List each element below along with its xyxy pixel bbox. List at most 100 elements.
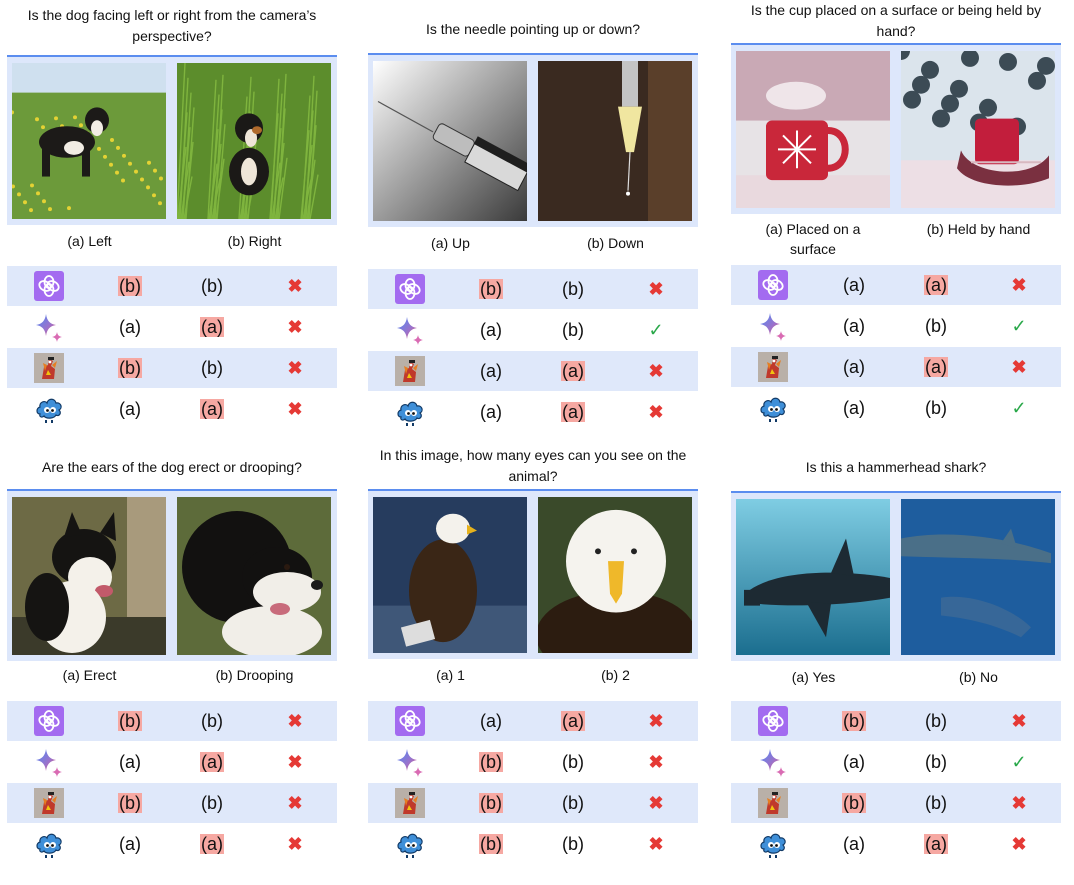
wrong-answer-highlight: (b) bbox=[479, 834, 503, 854]
model-result-row: (b) (b) ✖ bbox=[368, 824, 698, 864]
cloud-logo-icon bbox=[758, 393, 788, 423]
answer-image-b: (a) bbox=[548, 392, 598, 432]
gemini-logo-icon bbox=[34, 312, 64, 342]
llava-logo-icon bbox=[758, 788, 788, 818]
wrong-answer-highlight: (b) bbox=[118, 793, 142, 813]
question-panel: In this image, how many eyes can you see… bbox=[368, 445, 698, 885]
option-b-label: (b) Down bbox=[587, 235, 644, 251]
cross-icon: ✖ bbox=[1011, 357, 1027, 377]
cross-icon: ✖ bbox=[648, 793, 664, 813]
answer-image-a: (b) bbox=[105, 348, 155, 388]
option-b-label: (b) Right bbox=[227, 233, 282, 249]
gpt-logo-icon bbox=[34, 271, 64, 301]
cross-icon: ✖ bbox=[648, 711, 664, 731]
answer-text: (b) bbox=[562, 320, 584, 340]
wrong-answer-highlight: (b) bbox=[118, 711, 142, 731]
answer-image-a: (a) bbox=[466, 392, 516, 432]
wrong-answer-highlight: (a) bbox=[924, 357, 948, 377]
answer-image-a: (a) bbox=[105, 389, 155, 429]
cross-icon: ✖ bbox=[648, 361, 664, 381]
answer-image-a: (b) bbox=[105, 266, 155, 306]
check-icon: ✓ bbox=[1011, 398, 1027, 418]
model-result-row: (a) (a) ✖ bbox=[368, 701, 698, 741]
cross-icon: ✖ bbox=[287, 752, 303, 772]
wrong-answer-highlight: (a) bbox=[200, 399, 224, 419]
answer-text: (a) bbox=[480, 361, 502, 381]
answer-text: (b) bbox=[562, 834, 584, 854]
question-panel: Is this a hammerhead shark? (a) Yes (b) N… bbox=[731, 445, 1061, 885]
wrong-answer-highlight: (b) bbox=[118, 276, 142, 296]
model-result-row: (b) (b) ✖ bbox=[7, 783, 337, 823]
cross-icon: ✖ bbox=[648, 279, 664, 299]
answer-image-b: (a) bbox=[548, 701, 598, 741]
model-result-row: (a) (b) ✓ bbox=[368, 310, 698, 350]
model-result-row: (a) (a) ✖ bbox=[368, 351, 698, 391]
answer-text: (a) bbox=[843, 834, 865, 854]
option-a-label: (a) 1 bbox=[436, 667, 465, 683]
answer-text: (a) bbox=[119, 317, 141, 337]
answer-image-b: (a) bbox=[187, 824, 237, 864]
gpt-logo-icon bbox=[758, 706, 788, 736]
answer-image-b: (b) bbox=[548, 783, 598, 823]
answer-image-a: (a) bbox=[466, 351, 516, 391]
answer-image-b: (a) bbox=[911, 824, 961, 864]
answer-text: (a) bbox=[480, 402, 502, 422]
gemini-logo-icon bbox=[395, 747, 425, 777]
image-b bbox=[901, 499, 1055, 655]
answer-image-b: (b) bbox=[911, 306, 961, 346]
gemini-logo-icon bbox=[758, 311, 788, 341]
answer-image-a: (a) bbox=[829, 265, 879, 305]
model-result-row: (a) (a) ✖ bbox=[7, 824, 337, 864]
cloud-logo-icon bbox=[34, 394, 64, 424]
option-b-label: (b) No bbox=[959, 669, 998, 685]
wrong-answer-highlight: (b) bbox=[118, 358, 142, 378]
image-b bbox=[538, 61, 692, 221]
wrong-answer-highlight: (a) bbox=[924, 834, 948, 854]
answer-image-b: (b) bbox=[187, 348, 237, 388]
wrong-answer-highlight: (b) bbox=[842, 793, 866, 813]
answer-image-a: (b) bbox=[466, 783, 516, 823]
wrong-answer-highlight: (a) bbox=[561, 711, 585, 731]
cross-icon: ✖ bbox=[648, 402, 664, 422]
answer-image-b: (b) bbox=[548, 310, 598, 350]
cross-icon: ✖ bbox=[648, 752, 664, 772]
cross-icon: ✖ bbox=[287, 834, 303, 854]
cloud-logo-icon bbox=[395, 397, 425, 427]
question-text: Are the ears of the dog erect or droopin… bbox=[42, 459, 302, 475]
question-panel: Is the cup placed on a surface or being … bbox=[731, 0, 1061, 440]
check-icon: ✓ bbox=[1011, 752, 1027, 772]
llava-logo-icon bbox=[34, 353, 64, 383]
llava-logo-icon bbox=[34, 788, 64, 818]
answer-image-a: (a) bbox=[105, 742, 155, 782]
answer-text: (b) bbox=[925, 752, 947, 772]
answer-image-a: (a) bbox=[105, 307, 155, 347]
cloud-logo-icon bbox=[395, 829, 425, 859]
answer-image-b: (a) bbox=[187, 307, 237, 347]
image-a bbox=[12, 63, 166, 219]
answer-image-b: (b) bbox=[911, 701, 961, 741]
model-result-row: (a) (a) ✖ bbox=[731, 265, 1061, 305]
question-text: In this image, how many eyes can you see… bbox=[379, 447, 687, 484]
cross-icon: ✖ bbox=[1011, 834, 1027, 854]
answer-image-a: (b) bbox=[105, 783, 155, 823]
cross-icon: ✖ bbox=[287, 317, 303, 337]
answer-text: (a) bbox=[480, 711, 502, 731]
question-panel: Are the ears of the dog erect or droopin… bbox=[7, 445, 337, 885]
option-b-label: (b) 2 bbox=[601, 667, 630, 683]
answer-image-a: (a) bbox=[829, 742, 879, 782]
model-result-row: (a) (b) ✓ bbox=[731, 742, 1061, 782]
option-a-label: (a) Placed on a surface bbox=[765, 221, 861, 257]
answer-image-b: (b) bbox=[911, 388, 961, 428]
model-result-row: (a) (b) ✓ bbox=[731, 306, 1061, 346]
cross-icon: ✖ bbox=[1011, 793, 1027, 813]
answer-image-b: (a) bbox=[911, 265, 961, 305]
image-pair bbox=[7, 55, 337, 225]
option-a-label: (a) Up bbox=[431, 235, 470, 251]
answer-image-a: (a) bbox=[829, 347, 879, 387]
answer-text: (a) bbox=[843, 398, 865, 418]
image-pair bbox=[731, 43, 1061, 214]
answer-text: (a) bbox=[480, 320, 502, 340]
answer-image-b: (a) bbox=[187, 389, 237, 429]
answer-text: (a) bbox=[119, 752, 141, 772]
gemini-logo-icon bbox=[395, 315, 425, 345]
